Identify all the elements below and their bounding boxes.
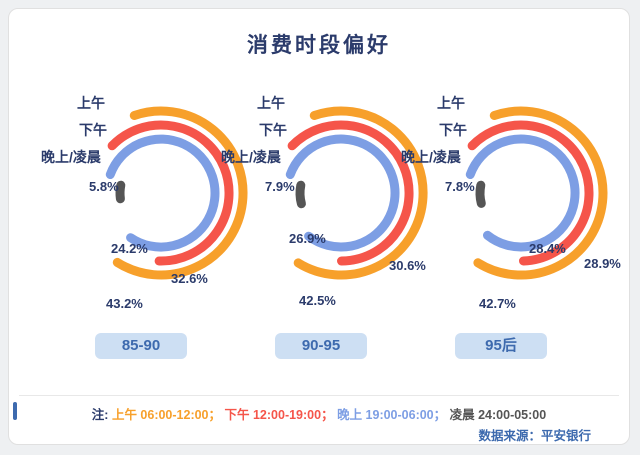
chart-title: 消费时段偏好	[247, 34, 391, 57]
legend-note: 注: 上午 06:00-12:00； 下午 12:00-19:00； 晚上 19…	[19, 404, 619, 423]
category-label: 上午	[257, 95, 285, 111]
group-badge-85-90: 85-90	[95, 333, 187, 359]
arc-chart-group-95后: 上午下午晚上/凌晨 42.7% 28.9% 28.4% 7.8% 95后	[401, 81, 621, 381]
arc-evening	[285, 134, 400, 252]
percent-label-afternoon: 30.6%	[389, 258, 426, 273]
percent-label-morning: 42.7%	[479, 296, 516, 311]
footer-accent-bar	[13, 402, 17, 420]
percent-label-morning: 42.5%	[299, 293, 336, 308]
category-label: 晚上/凌晨	[41, 149, 101, 165]
group-badge-90-95: 90-95	[275, 333, 367, 359]
arc-chart-group-85-90: 上午下午晚上/凌晨 43.2% 32.6% 24.2% 5.8% 85-90	[41, 81, 251, 381]
arc-morning	[473, 106, 608, 280]
percent-label-afternoon: 28.9%	[584, 256, 621, 271]
arc-afternoon	[287, 120, 414, 266]
chart-card: 消费时段偏好 上午下午晚上/凌晨 43.2% 32.6% 24.2% 5.8% 85-90…	[8, 8, 630, 445]
arc-late-night	[115, 180, 126, 204]
arc-morning	[293, 106, 428, 280]
category-label: 下午	[79, 122, 107, 138]
arc-rings-canvas	[465, 106, 608, 280]
category-label: 晚上/凌晨	[401, 149, 461, 165]
note-item-afternoon: 下午 12:00-19:00；	[224, 408, 338, 422]
percent-label-late-night: 5.8%	[89, 179, 119, 194]
note-item-late-night: 凌晨 24:00-05:00	[449, 408, 547, 422]
percent-label-afternoon: 32.6%	[171, 271, 208, 286]
percent-label-morning: 43.2%	[106, 296, 143, 311]
arc-rings-canvas	[285, 106, 428, 280]
percent-label-late-night: 7.8%	[445, 179, 475, 194]
category-label: 上午	[77, 95, 105, 111]
footer: 注: 上午 06:00-12:00； 下午 12:00-19:00； 晚上 19…	[13, 395, 619, 445]
arc-rings-canvas	[105, 106, 248, 280]
category-label: 下午	[259, 122, 287, 138]
arc-evening	[465, 134, 580, 252]
percent-label-evening: 28.4%	[529, 241, 566, 256]
arc-evening	[105, 134, 220, 252]
arc-afternoon	[107, 120, 234, 266]
note-prefix: 注:	[91, 408, 112, 422]
category-label: 上午	[437, 95, 465, 111]
percent-label-evening: 24.2%	[111, 241, 148, 256]
category-label: 晚上/凌晨	[221, 149, 281, 165]
arc-late-night	[295, 180, 306, 209]
data-source-label: 数据来源：平安银行	[478, 429, 591, 443]
note-item-morning: 上午 06:00-12:00；	[111, 408, 225, 422]
group-badge-95后: 95后	[455, 333, 547, 359]
arc-morning	[112, 106, 248, 280]
arc-afternoon	[467, 120, 594, 266]
arc-late-night	[475, 180, 486, 208]
percent-label-late-night: 7.9%	[265, 179, 295, 194]
arc-chart-group-90-95: 上午下午晚上/凌晨 42.5% 30.6% 26.9% 7.9% 90-95	[221, 81, 431, 381]
percent-label-evening: 26.9%	[289, 231, 326, 246]
category-label: 下午	[439, 122, 467, 138]
note-item-evening: 晚上 19:00-06:00；	[337, 408, 450, 422]
